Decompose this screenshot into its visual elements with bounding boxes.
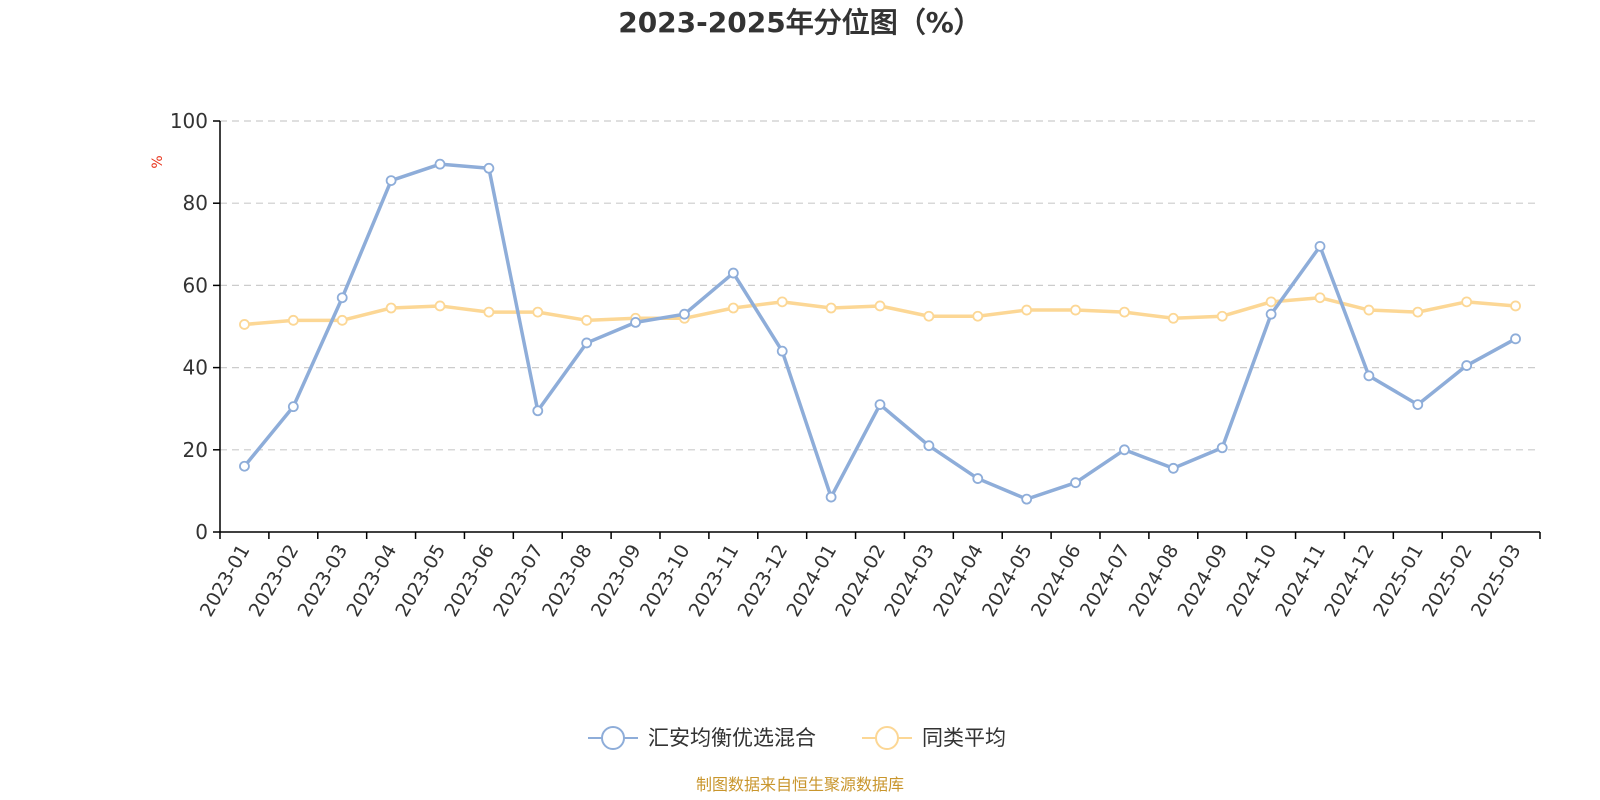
series-1 — [239, 158, 1521, 505]
data-point — [1314, 240, 1326, 252]
data-point — [727, 302, 739, 314]
legend-item-1[interactable]: 汇安均衡优选混合 — [588, 726, 816, 750]
data-point — [1119, 306, 1130, 318]
legend-label: 汇安均衡优选混合 — [648, 726, 816, 750]
data-point — [532, 306, 544, 318]
data-point — [1070, 477, 1081, 489]
data-point — [1119, 444, 1130, 456]
data-point — [1461, 360, 1473, 371]
legend-marker-icon — [875, 726, 899, 750]
legend[interactable]: 汇安均衡优选混合 同类平均 — [588, 726, 1006, 750]
data-point — [287, 314, 299, 326]
data-point — [483, 162, 495, 174]
data-point — [1510, 300, 1521, 312]
chart-title: 2023-2025年分位图（%） — [618, 6, 982, 39]
data-point — [581, 314, 593, 326]
data-point — [434, 300, 446, 312]
data-point — [434, 158, 446, 170]
data-point — [1363, 370, 1375, 382]
data-point — [727, 267, 739, 279]
data-point — [679, 308, 690, 320]
y-tick-label: 60 — [183, 273, 208, 297]
data-point — [972, 473, 984, 484]
y-tick-label: 20 — [183, 438, 208, 462]
data-point — [1412, 399, 1424, 410]
y-tick-label: 80 — [183, 191, 208, 215]
data-point — [239, 319, 250, 330]
data-point — [581, 337, 593, 349]
data-point — [874, 399, 886, 410]
data-point — [1167, 462, 1179, 474]
data-point — [776, 296, 788, 308]
data-point — [385, 175, 397, 186]
data-point — [1461, 296, 1473, 308]
data-point — [923, 310, 935, 322]
y-tick-label: 0 — [195, 520, 208, 544]
data-point — [1265, 308, 1277, 320]
data-point — [483, 306, 495, 318]
data-point — [1167, 312, 1179, 324]
data-point — [776, 345, 788, 357]
data-point — [630, 316, 641, 328]
legend-item-2[interactable]: 同类平均 — [862, 726, 1006, 750]
data-point — [239, 460, 250, 472]
data-point — [825, 302, 837, 314]
data-point — [1021, 304, 1033, 316]
series-line — [243, 162, 1517, 501]
data-point — [287, 401, 299, 413]
data-point — [1363, 304, 1375, 316]
data-point — [1021, 493, 1033, 505]
data-point — [385, 302, 397, 314]
legend-marker-icon — [601, 726, 625, 750]
y-tick-label: 100 — [170, 109, 208, 133]
legend-label: 同类平均 — [922, 726, 1006, 750]
data-point — [336, 314, 348, 326]
y-tick-label: 40 — [183, 356, 208, 380]
data-point — [1510, 333, 1521, 345]
data-point — [1412, 306, 1424, 318]
data-point — [532, 405, 544, 417]
series-layer — [239, 158, 1521, 505]
y-axis-ticks: 0 20 40 60 80 100 — [170, 109, 220, 544]
x-axis-ticks: 2023-012023-022023-032023-042023-052023-… — [196, 532, 1541, 621]
source-note: 制图数据来自恒生聚源数据库 — [696, 775, 904, 794]
data-point — [972, 310, 984, 322]
data-point — [874, 300, 886, 312]
data-point — [336, 292, 348, 304]
data-point — [1265, 296, 1277, 308]
data-point — [923, 440, 935, 452]
data-point — [1314, 292, 1326, 304]
grid-lines — [220, 120, 1540, 451]
data-point — [1216, 310, 1228, 322]
data-point — [1216, 442, 1228, 454]
series-2 — [239, 292, 1521, 330]
y-axis-unit-label: % — [150, 155, 166, 168]
data-point — [1070, 304, 1081, 316]
axes — [219, 121, 1540, 533]
data-point — [825, 491, 837, 503]
